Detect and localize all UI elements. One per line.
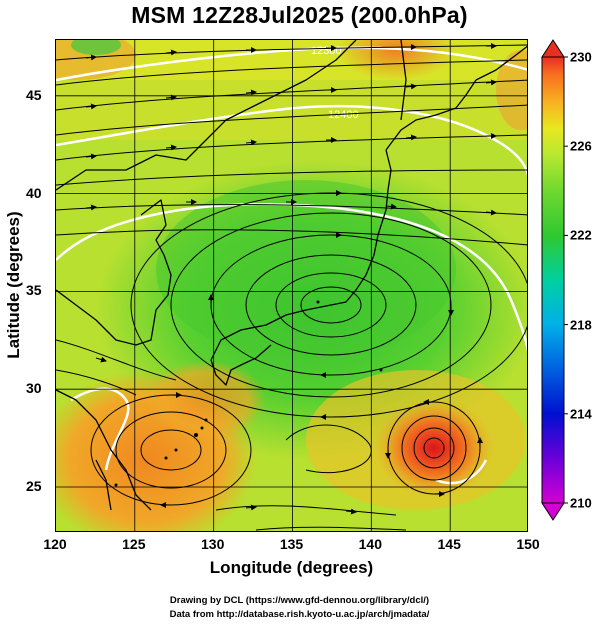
map-svg: 12300 12400 (56, 40, 527, 531)
colorbar-label: 230 (570, 49, 592, 65)
y-tick-label: 35 (26, 282, 42, 299)
x-tick-label: 130 (201, 536, 225, 552)
x-tick-label: 145 (437, 536, 461, 552)
colorbar-ticks (564, 56, 568, 504)
wind-streamlines (56, 44, 527, 531)
map-plot-area: 12300 12400 (55, 39, 528, 532)
x-tick-label: 120 (43, 536, 67, 552)
drawing-credit: Drawing by DCL (https://www.gfd-dennou.o… (169, 595, 430, 606)
y-tick-label: 40 (26, 184, 42, 201)
y-axis-label: Latitude (degrees) (4, 211, 23, 359)
colorbar-label: 226 (570, 138, 592, 154)
colorbar (541, 39, 568, 521)
coastlines (56, 40, 527, 511)
colorbar-label: 222 (570, 227, 592, 243)
x-tick-label: 125 (122, 536, 146, 552)
y-tick-label: 45 (26, 86, 42, 103)
x-tick-label: 135 (279, 536, 304, 552)
colorbar-max-arrow (541, 39, 565, 58)
map-title: MSM 12Z28Jul2025 (200.0hPa) (131, 2, 468, 28)
temperature-field (56, 40, 527, 531)
colorbar-label: 218 (570, 317, 592, 333)
streamline-arrows (85, 43, 497, 515)
x-tick-label: 150 (516, 536, 540, 552)
colorbar-label: 214 (570, 406, 592, 422)
y-tick-label: 25 (26, 478, 42, 494)
colorbar-label: 210 (570, 495, 592, 511)
colorbar-min-arrow (541, 502, 565, 521)
x-axis-label: Longitude (degrees) (209, 558, 374, 577)
y-tick-label: 30 (26, 380, 42, 397)
contour-label: 12300 (311, 45, 342, 57)
contour-label: 12400 (328, 109, 359, 121)
colorbar-gradient (541, 56, 565, 504)
data-source-credit: Data from http://database.rish.kyoto-u.a… (169, 609, 430, 620)
x-tick-label: 140 (358, 536, 382, 552)
